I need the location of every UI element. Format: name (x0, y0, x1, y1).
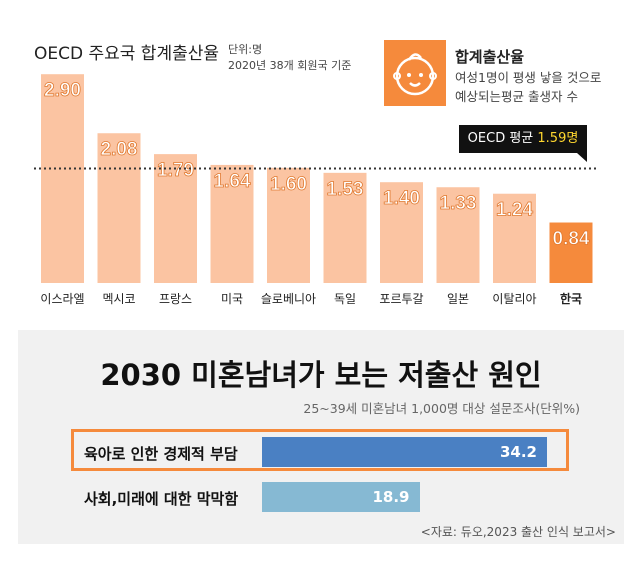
bar-value-label: 1.24 (496, 200, 533, 221)
category-label: 슬로베니아 (261, 292, 316, 306)
category-label: 이탈리아 (492, 292, 536, 306)
source-note: <자료: 듀오,2023 출산 인식 보고서> (420, 525, 616, 539)
reason-bar (262, 482, 420, 512)
category-label: 멕시코 (102, 292, 135, 306)
bar-2 (154, 154, 197, 283)
bar-9 (549, 222, 593, 283)
bar-value-label: 0.84 (553, 229, 590, 250)
fertility-rate-chart: 2.90 이스라엘 2.08 멕시코 1.79 프랑스 1.64 미국 1.60 슬로베니아 1.5… (34, 74, 596, 306)
oecd-average-label: OECD 평균 (467, 131, 534, 146)
oecd-average-callout: OECD 평균 1.59명 (459, 125, 587, 153)
bar-value-label: 1.79 (157, 160, 194, 181)
reason-value-label: 18.9 (372, 488, 410, 506)
category-label: 이스라엘 (40, 292, 84, 306)
bar-value-label: 1.33 (440, 193, 477, 214)
chart-title: OECD 주요국 합계출산율 (34, 44, 220, 64)
bar-5 (323, 172, 367, 283)
legend-description: 여성1명이 평생 낳을 것으로 예상되는평균 출생자 수 (455, 68, 601, 106)
category-label: 독일 (334, 292, 356, 306)
bar-1 (97, 133, 141, 283)
category-label: 미국 (221, 292, 243, 306)
bar-6 (380, 182, 423, 283)
chart-subtitle: 2020년 38개 회원국 기준 (228, 59, 352, 72)
bar-value-label: 1.40 (383, 188, 420, 209)
bar-3 (210, 164, 254, 283)
oecd-average-value: 1.59명 (537, 131, 579, 146)
bar-value-label: 1.60 (270, 174, 307, 195)
bar-value-label: 2.90 (44, 80, 81, 101)
baby-face-icon (384, 40, 446, 106)
bar-4 (267, 167, 310, 283)
legend-title: 합계출산율 (455, 48, 525, 66)
category-label: 일본 (447, 292, 469, 306)
unit-label: 단위:명 (228, 43, 263, 56)
reason-bar (262, 437, 547, 467)
bar-value-label: 1.64 (214, 171, 251, 192)
reason-label: 사회,미래에 대한 막막함 (84, 490, 239, 508)
category-label: 한국 (560, 291, 582, 306)
reason-label: 육아로 인한 경제적 부담 (84, 445, 238, 463)
bar-8 (493, 193, 536, 283)
survey-title: 2030 미혼남녀가 보는 저출산 원인 (100, 358, 542, 392)
callout-pointer (577, 153, 587, 162)
legend-desc-line-2: 예상되는평균 출생자 수 (455, 89, 578, 104)
highlight-frame (71, 429, 569, 471)
legend-desc-line-1: 여성1명이 평생 낳을 것으로 (455, 70, 602, 85)
survey-subtitle: 25~39세 미혼남녀 1,000명 대상 설문조사(단위%) (303, 401, 580, 416)
bar-7 (436, 187, 480, 283)
bar-0 (41, 74, 84, 283)
reason-value-label: 34.2 (499, 443, 537, 461)
bar-value-label: 1.53 (327, 179, 364, 200)
category-label: 프랑스 (159, 292, 192, 306)
category-label: 포르투갈 (379, 292, 423, 306)
bar-value-label: 2.08 (101, 139, 138, 160)
